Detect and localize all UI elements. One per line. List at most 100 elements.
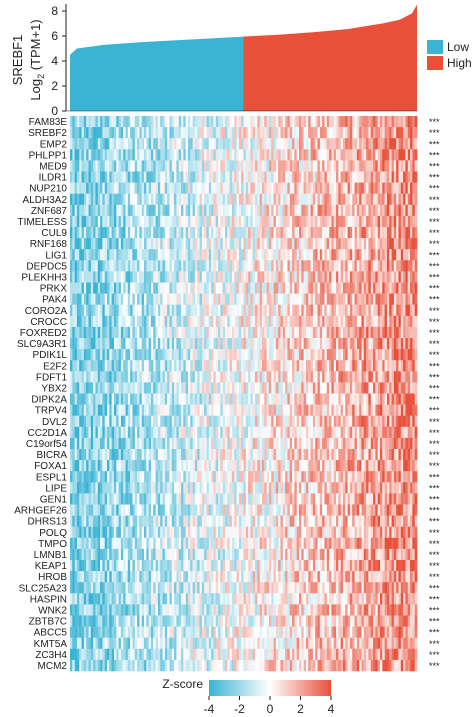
heatmap-cell: [301, 437, 304, 450]
heatmap-cell: [111, 116, 115, 128]
heatmap-cell: [338, 338, 341, 350]
heatmap-cell: [317, 404, 321, 416]
heatmap-cell: [375, 404, 378, 416]
heatmap-cell: [234, 404, 237, 416]
heatmap-cell: [125, 282, 129, 294]
heatmap-cell: [141, 249, 145, 261]
heatmap-cell: [185, 382, 189, 394]
heatmap-cell: [241, 127, 244, 139]
heatmap-cell: [83, 349, 87, 361]
heatmap-cell: [266, 404, 270, 416]
heatmap-cell: [238, 326, 242, 339]
heatmap-cell: [79, 282, 82, 294]
heatmap-cell: [257, 238, 260, 250]
heatmap-cell: [331, 160, 335, 172]
heatmap-cell: [100, 304, 103, 317]
heatmap-cell: [83, 249, 87, 261]
heatmap-cell: [169, 382, 173, 394]
heatmap-cell: [116, 471, 119, 483]
heatmap-cell: [412, 227, 415, 239]
heatmap-cell: [185, 315, 189, 328]
heatmap-cell: [280, 471, 284, 483]
heatmap-cell: [123, 471, 126, 483]
heatmap-cell: [144, 260, 147, 272]
heatmap-cell: [368, 304, 372, 317]
heatmap-cell: [377, 304, 381, 317]
heatmap-cell: [370, 404, 374, 416]
heatmap-cell: [206, 382, 210, 394]
heatmap-cell: [167, 338, 170, 350]
heatmap-cell: [241, 326, 244, 339]
heatmap-cell: [70, 360, 73, 372]
heatmap-cell: [176, 315, 180, 328]
heatmap-cell: [333, 360, 337, 372]
y-tick-label: 6: [51, 29, 58, 43]
heatmap-cell: [296, 349, 300, 361]
heatmap-cell: [412, 304, 415, 317]
heatmap-cell: [326, 460, 330, 472]
heatmap-cell: [74, 238, 78, 250]
heatmap-cell: [319, 149, 323, 161]
heatmap-cell: [400, 437, 404, 450]
heatmap-cell: [352, 315, 355, 328]
heatmap-cell: [373, 238, 376, 250]
heatmap-cell: [266, 415, 270, 428]
heatmap-cell: [132, 382, 136, 394]
heatmap-cell: [245, 349, 249, 361]
heatmap-cell: [292, 193, 295, 206]
heatmap-cell: [134, 360, 138, 372]
heatmap-cell: [194, 238, 198, 250]
heatmap-cell: [120, 393, 124, 405]
heatmap-cell: [197, 171, 200, 183]
heatmap-cell: [204, 304, 207, 317]
heatmap-cell: [248, 437, 251, 450]
heatmap-cell: [197, 471, 200, 483]
heatmap-cell: [250, 193, 254, 206]
heatmap-cell: [248, 349, 251, 361]
heatmap-cell: [118, 471, 122, 483]
heatmap-cell: [370, 160, 374, 172]
heatmap-cell: [236, 204, 240, 217]
heatmap-cell: [123, 326, 126, 339]
heatmap-cell: [127, 382, 131, 394]
heatmap-cell: [178, 449, 182, 461]
heatmap-cell: [139, 116, 143, 128]
heatmap-cell: [368, 138, 372, 150]
heatmap-cell: [176, 193, 180, 206]
heatmap-cell: [231, 249, 235, 261]
heatmap-cell: [347, 437, 351, 450]
heatmap-cell: [241, 471, 244, 483]
heatmap-cell: [245, 304, 249, 317]
heatmap-cell: [204, 282, 207, 294]
heatmap-cell: [352, 249, 355, 261]
heatmap-cell: [229, 315, 233, 328]
heatmap-cell: [176, 360, 180, 372]
heatmap-cell: [393, 160, 397, 172]
heatmap-cell: [164, 116, 168, 128]
heatmap-cell: [333, 460, 337, 472]
heatmap-cell: [356, 271, 360, 283]
heatmap-cell: [187, 282, 191, 294]
heatmap-cell: [331, 338, 335, 350]
heatmap-cell: [268, 382, 272, 394]
heatmap-cell: [386, 193, 390, 206]
heatmap-cell: [275, 360, 279, 372]
heatmap-cell: [130, 315, 133, 328]
heatmap-cell: [345, 271, 348, 283]
heatmap-cell: [81, 426, 85, 439]
heatmap-cell: [167, 393, 170, 405]
heatmap-cell: [176, 160, 180, 172]
heatmap-cell: [278, 193, 281, 206]
heatmap-cell: [127, 204, 131, 217]
heatmap-cell: [160, 460, 163, 472]
heatmap-cell: [192, 449, 196, 461]
heatmap-cell: [368, 382, 372, 394]
heatmap-cell: [199, 271, 203, 283]
heatmap-cell: [301, 204, 304, 217]
heatmap-cell: [329, 426, 332, 439]
heatmap-cell: [268, 182, 272, 194]
heatmap-cell: [241, 393, 244, 405]
heatmap-cell: [192, 193, 196, 206]
heatmap-cell: [379, 304, 383, 317]
heatmap-cell: [278, 215, 281, 228]
